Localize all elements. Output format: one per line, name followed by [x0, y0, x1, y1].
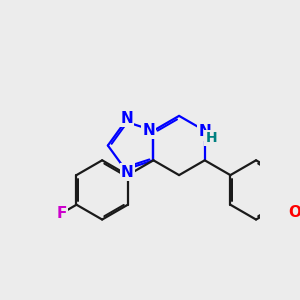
- Text: H: H: [206, 131, 217, 145]
- Text: N: N: [121, 164, 134, 179]
- Text: N: N: [120, 111, 133, 126]
- Text: N: N: [142, 123, 155, 138]
- Text: O: O: [289, 205, 300, 220]
- Text: N: N: [198, 124, 211, 140]
- Text: F: F: [57, 206, 67, 220]
